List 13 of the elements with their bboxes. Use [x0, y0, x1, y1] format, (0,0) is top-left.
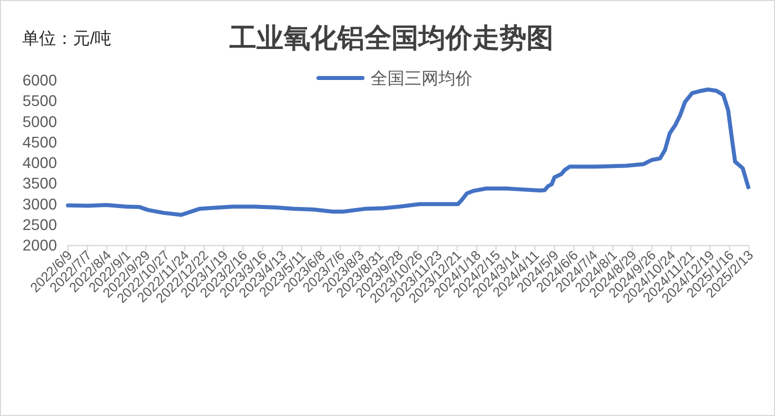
legend-label: 全国三网均价	[370, 69, 472, 88]
y-tick-label: 4500	[22, 134, 58, 152]
y-tick-label: 2000	[22, 238, 58, 254]
title: 工业氧化铝全国均价走势图	[230, 23, 554, 53]
y-tick-label: 2500	[22, 216, 58, 234]
y-tick-label: 3500	[22, 176, 58, 193]
y-tick-label: 5500	[22, 93, 58, 110]
y-tick-label: 5000	[22, 114, 58, 131]
y-tick-label: 6000	[22, 72, 58, 90]
y-tick-label: 4000	[22, 155, 58, 172]
legend: 全国三网均价	[316, 69, 472, 88]
ylabel: 单位：元/吨	[22, 29, 112, 48]
y-tick-label: 3000	[22, 196, 58, 214]
